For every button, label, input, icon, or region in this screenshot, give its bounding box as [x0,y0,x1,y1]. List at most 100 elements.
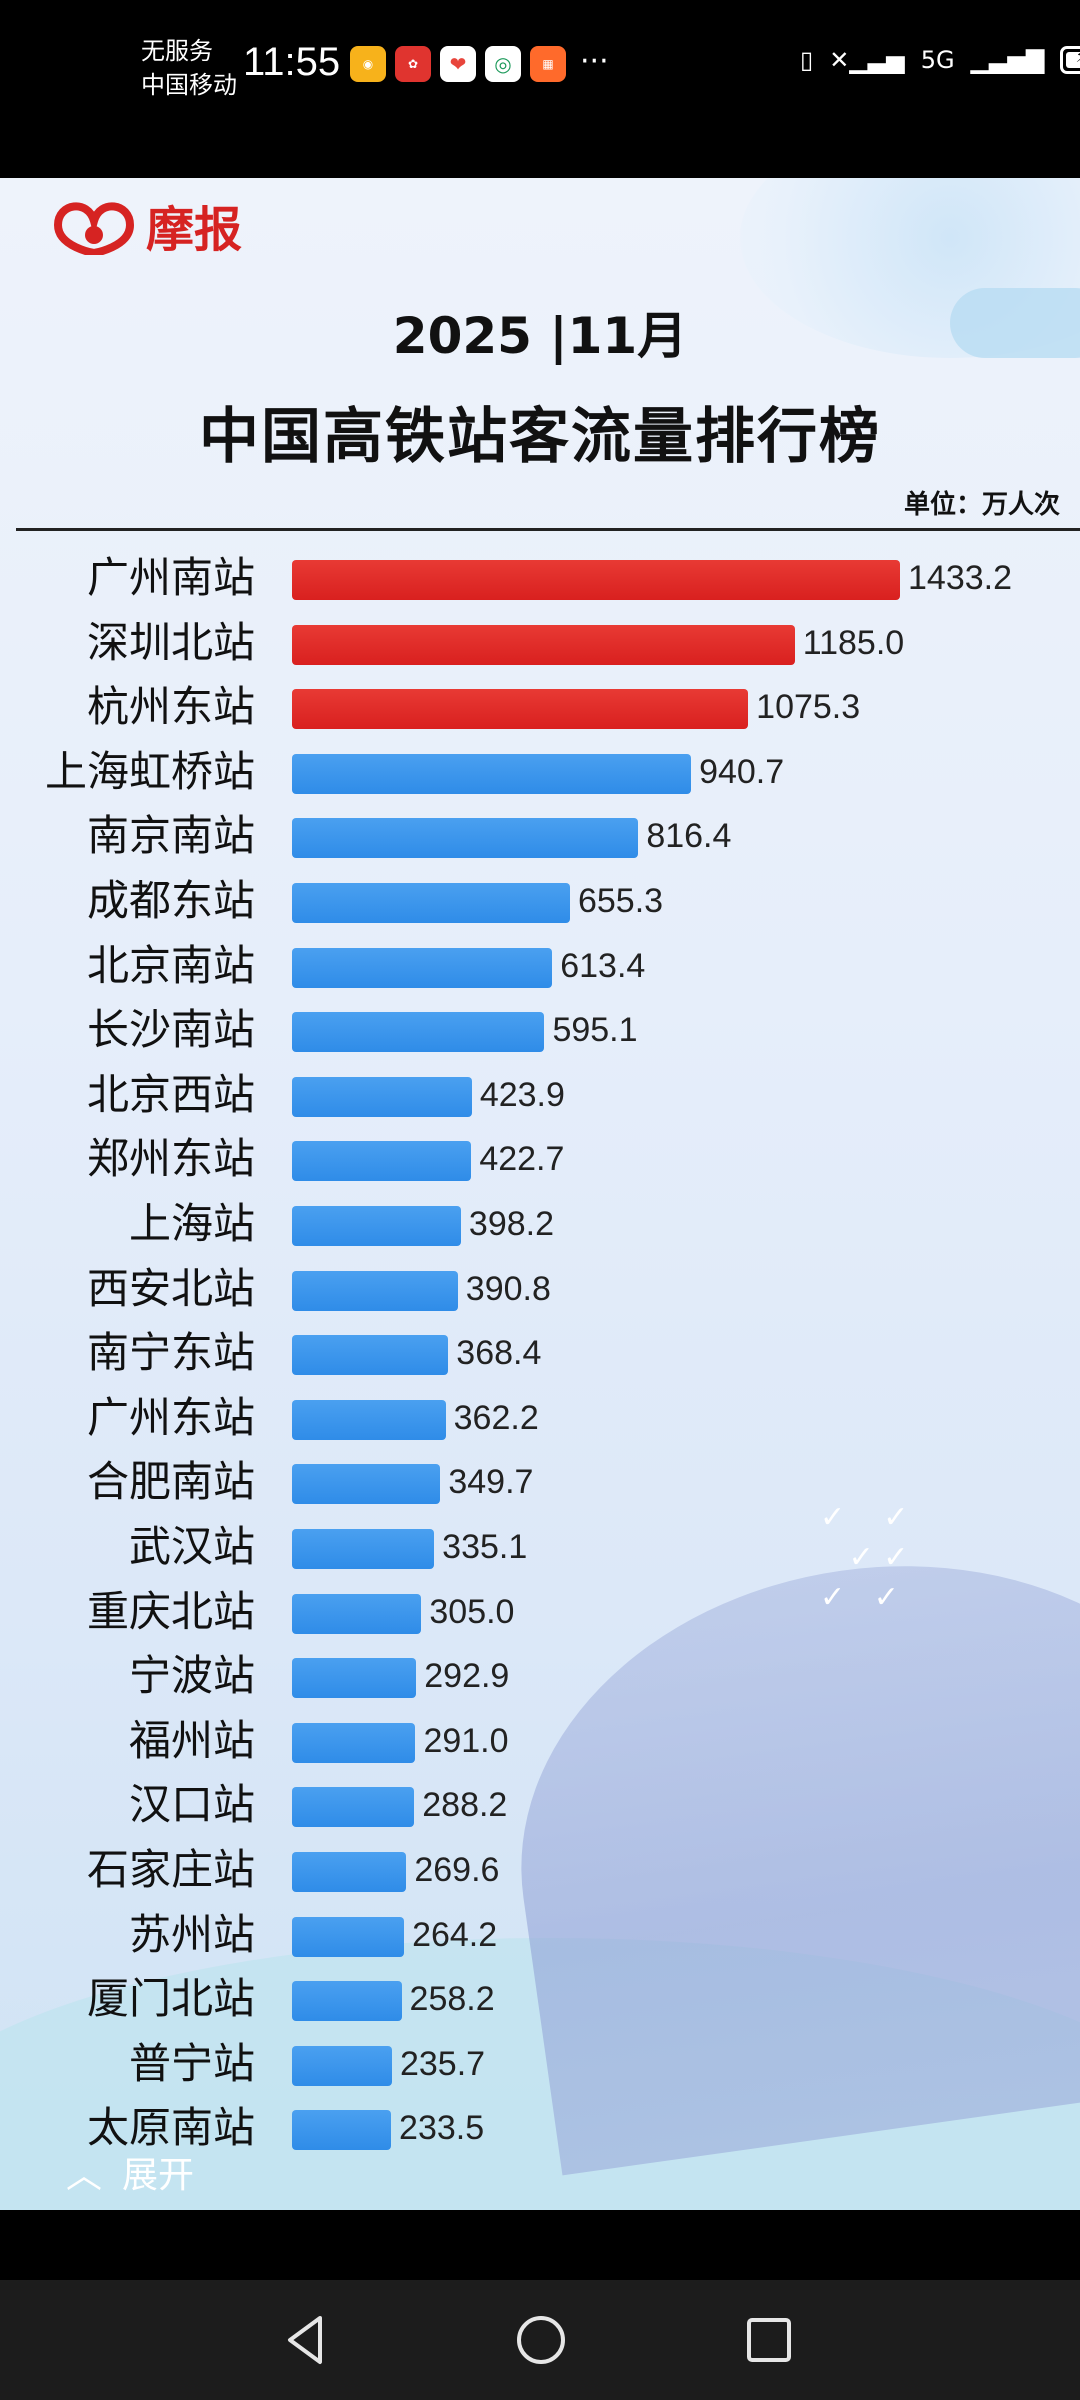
bar-label: 杭州东站 [86,682,255,732]
chart-row: 广州东站 362.2 [0,1388,1080,1448]
logo-mark-icon [53,202,135,255]
bar [292,624,795,665]
bar-label: 普宁站 [128,2038,255,2088]
bar-value: 349.7 [448,1463,534,1502]
bar [292,947,553,988]
signal-icon: ▁▃▅▇ [970,46,1045,74]
bar-value: 235.7 [399,2044,486,2083]
chart-row: 上海虹桥站 940.7 [0,742,1080,802]
bar-label: 苏州站 [128,1909,255,1959]
bar [292,1593,422,1634]
bar-value: 292.9 [424,1657,510,1696]
status-bar: 无服务 中国移动 11:55 ◉ ✿ ❤ ◎ ▦ ··· ▯ ✕▁▃▅ 5G ▁… [0,0,1080,178]
bar [292,753,692,794]
expand-label: 展开 [122,2155,195,2196]
bar [292,1722,416,1763]
recent-apps-icon[interactable] [733,2304,805,2376]
ranking-image[interactable]: ✓ ✓ ✓ ✓ ✓ ✓ 摩报 2025 |11月 中国高铁站客流量排行榜 单位：万… [0,178,1080,2210]
bar-value: 422.7 [479,1140,565,1179]
bar [292,1658,417,1699]
bar-value: 305.0 [429,1592,515,1631]
bar-label: 汉口站 [128,1780,255,1830]
bar-value: 269.6 [414,1851,500,1889]
chart-row: 广州南站 1433.2 [0,548,1080,608]
bar-value: 398.2 [468,1205,555,1243]
carrier-info: 无服务 中国移动 [141,34,251,102]
bar-label: 深圳北站 [86,617,255,667]
bar-label: 长沙南站 [86,1005,255,1055]
bar [292,1076,472,1117]
chart-subtitle: 2025 |11月 [392,307,688,365]
bar-label: 广州南站 [86,553,255,602]
bar [292,1852,407,1892]
status-clock: 11:55 [243,40,341,84]
bar-value: 258.2 [409,1980,495,2019]
back-icon[interactable] [270,2304,342,2376]
bar [292,1270,458,1311]
weibo-icon: ◉ [350,46,386,82]
bar-label: 石家庄站 [86,1845,255,1894]
expand-button[interactable]: ︿ 展开 [66,2146,194,2198]
bar [292,1464,441,1505]
chart-row: 长沙南站 595.1 [0,1000,1080,1060]
notification-icons: ◉ ✿ ❤ ◎ ▦ [350,46,566,82]
bar-label: 宁波站 [128,1651,255,1701]
bar [292,1141,472,1182]
bar-value: 291.0 [423,1721,509,1760]
bar-label: 南宁东站 [86,1328,255,1378]
bar-value: 595.1 [552,1011,638,1050]
bar [292,818,639,859]
chart-row: 南京南站 816.4 [0,806,1080,866]
chart-row: 宁波站 292.9 [0,1646,1080,1706]
bar-value: 423.9 [479,1075,565,1114]
chart-row: 南宁东站 368.4 [0,1323,1080,1383]
bar-label: 重庆北站 [86,1586,255,1636]
home-icon[interactable] [505,2304,577,2376]
navigation-bar [0,2280,1080,2400]
bar-label: 上海虹桥站 [44,746,255,796]
chart-title: 中国高铁站客流量排行榜 [199,402,881,472]
bar [292,2110,392,2151]
more-notifications-icon: ··· [580,44,609,79]
chart-row: 北京西站 423.9 [0,1065,1080,1125]
bar-value: 335.1 [442,1528,528,1566]
chart-row: 成都东站 655.3 [0,871,1080,931]
logo: 摩报 [48,190,242,260]
bar-label: 郑州东站 [86,1134,255,1184]
chart-row: 厦门北站 258.2 [0,1969,1080,2029]
chart-row: 太原南站 233.5 [0,2098,1080,2158]
bar [292,1206,461,1246]
chart-row: 福州站 291.0 [0,1711,1080,1771]
bar-label: 广州东站 [86,1392,255,1442]
carrier-line2: 中国移动 [141,71,237,99]
unit-label: 单位：万人次 [903,490,1060,520]
bar-value: 1433.2 [908,559,1012,597]
chart-row: 苏州站 264.2 [0,1905,1080,1965]
bar [292,689,749,730]
bar [292,1399,446,1440]
bar [292,2045,392,2086]
bar-value: 264.2 [412,1915,498,1954]
chart-row: 汉口站 288.2 [0,1775,1080,1835]
chart-row: 杭州东站 1075.3 [0,677,1080,737]
network-type-icon: 5G [920,46,955,74]
calendar-app-icon: ▦ [530,46,566,82]
chevron-up-icon: ︿ [66,2155,103,2196]
bar-chart: 广州南站 1433.2 深圳北站 1185.0 杭州东站 1075.3 上海虹桥站 940.7… [0,178,1080,2210]
xiaohongshu-icon: ❤ [440,46,476,82]
chart-row: 郑州东站 422.7 [0,1129,1080,1189]
bar [292,1012,545,1053]
bar-value: 655.3 [577,882,664,920]
bar-value: 1075.3 [756,688,861,727]
bar-value: 368.4 [456,1334,542,1373]
chart-row: 武汉站 335.1 [0,1517,1080,1577]
huawei-icon: ✿ [395,46,431,82]
chart-row: 合肥南站 349.7 [0,1452,1080,1512]
bar [292,1529,435,1569]
bar-label: 西安北站 [86,1263,255,1313]
bar-label: 成都东站 [86,876,255,925]
bar-label: 北京西站 [86,1069,255,1119]
chart-row: 普宁站 235.7 [0,2034,1080,2094]
bar-label: 合肥南站 [86,1457,255,1507]
bar-value: 816.4 [646,817,732,856]
